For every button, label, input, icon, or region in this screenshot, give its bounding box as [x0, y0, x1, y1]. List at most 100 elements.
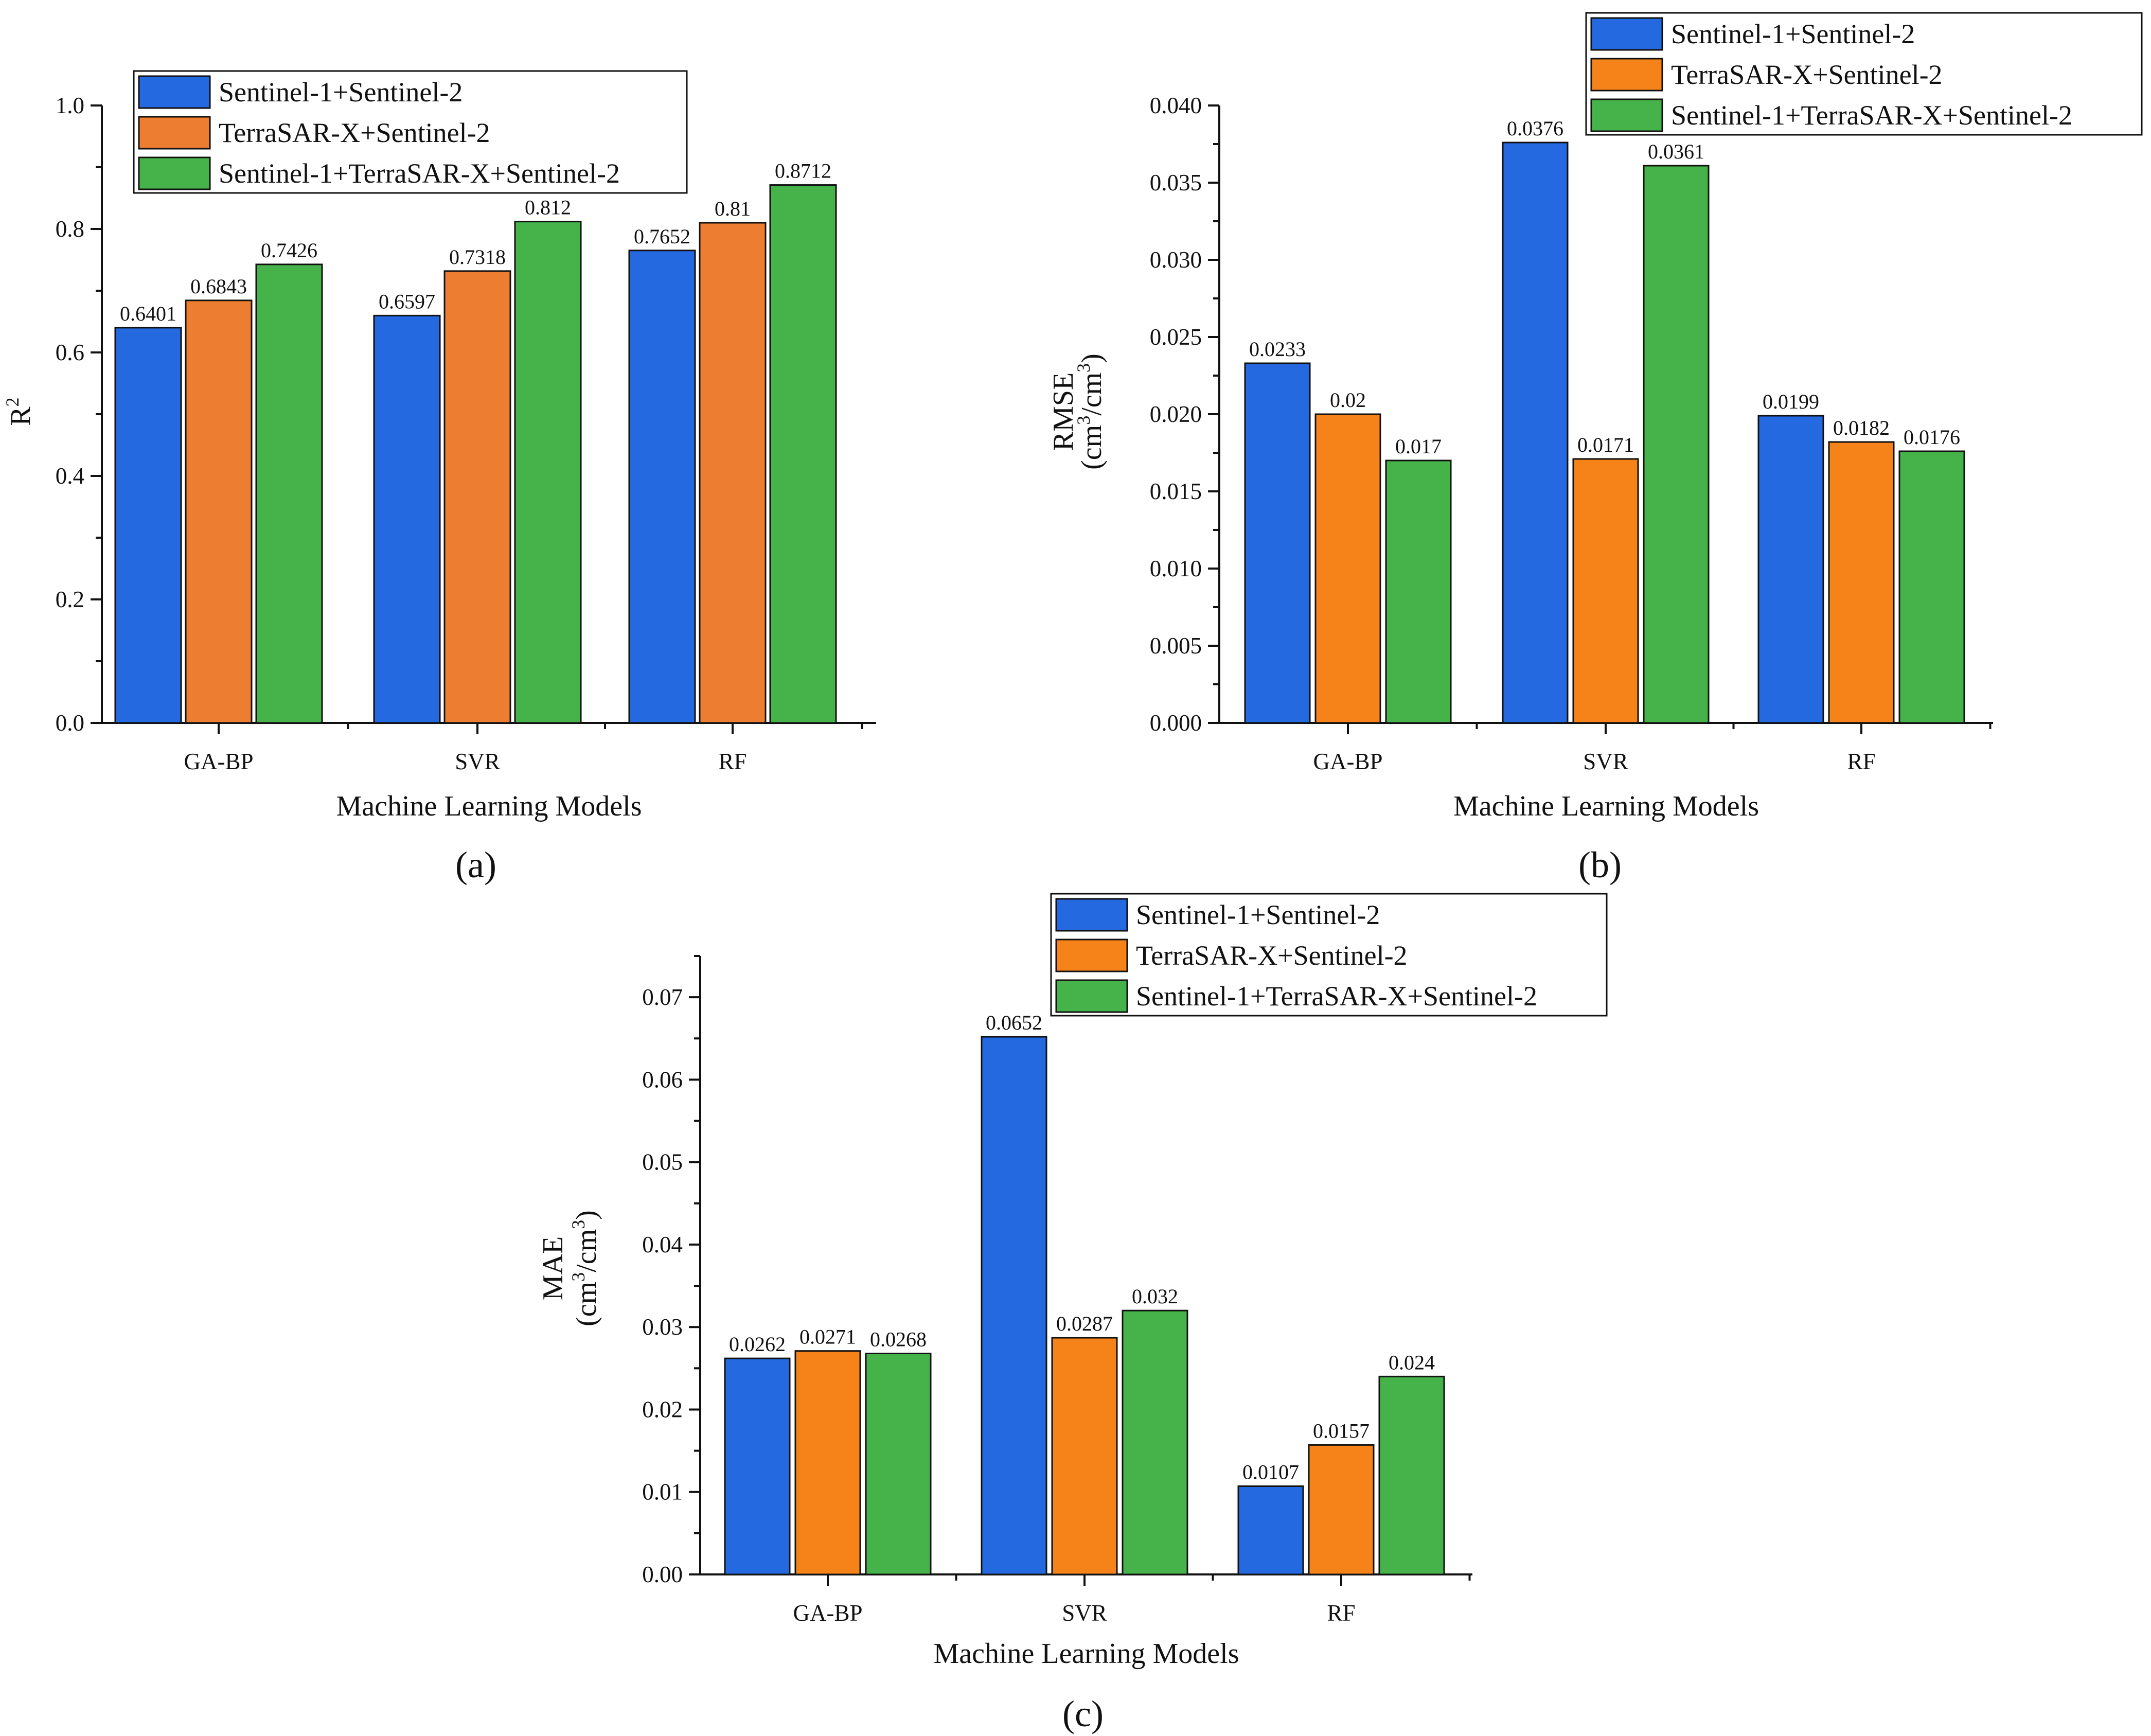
legend-label: Sentinel-1+Sentinel-2	[1136, 899, 1380, 930]
legend-label: Sentinel-1+TerraSAR-X+Sentinel-2	[1136, 981, 1537, 1012]
x-tick-label: GA-BP	[793, 1600, 862, 1626]
bar-value-label: 0.0262	[729, 1333, 786, 1356]
x-tick-label: SVR	[1062, 1600, 1107, 1626]
y-tick-label: 0.05	[642, 1149, 683, 1175]
y-tick-label: 0.035	[1150, 170, 1202, 196]
y-tick-label: 0.040	[1150, 93, 1202, 118]
unit-superscript: 3	[1073, 416, 1094, 425]
bar-svr-series-1	[981, 1036, 1047, 1575]
unit-part: /cm	[571, 1229, 602, 1272]
unit-superscript: 3	[568, 1272, 589, 1282]
bar-value-label: 0.0268	[870, 1327, 927, 1351]
x-tick-label: RF	[718, 749, 746, 774]
legend-box	[133, 70, 688, 194]
bar-value-label: 0.032	[1132, 1285, 1178, 1308]
bar-value-label: 0.7426	[261, 239, 317, 262]
bar-svr-series-3	[1122, 1309, 1188, 1575]
bar-value-label: 0.812	[525, 196, 571, 219]
y-tick-label: 0.6	[56, 340, 84, 365]
x-tick-label: RF	[1327, 1600, 1355, 1626]
bar-ga-bp-series-2	[185, 299, 253, 724]
y-tick-label: 0.06	[642, 1067, 683, 1092]
unit-part: /cm	[1076, 373, 1108, 416]
y-tick-label: 0.03	[642, 1314, 683, 1340]
bar-value-label: 0.0182	[1833, 416, 1890, 439]
legend-swatch-series-2	[1055, 938, 1128, 972]
chart-panel-c: 0.00 0.01 0.02 0.03 0.04 0.05 0.06 0.07 GA-BP SVR…	[537, 893, 1608, 1734]
bar-value-label: 0.6401	[120, 302, 176, 325]
legend-swatch-series-2	[1590, 58, 1663, 92]
y-tick-label: 0.020	[1150, 401, 1202, 427]
legend-box	[1585, 12, 2143, 136]
unit-superscript: 3	[1073, 363, 1094, 373]
legend-swatch-series-2	[138, 116, 211, 150]
y-axis-title: R2	[2, 397, 37, 426]
bar-value-label: 0.8712	[775, 160, 831, 183]
legend-swatch-series-1	[1590, 17, 1663, 51]
bar-value-label: 0.0361	[1648, 140, 1704, 163]
legend-swatch-series-1	[1055, 898, 1128, 932]
panel-label: (a)	[455, 844, 496, 885]
legend-label: Sentinel-1+TerraSAR-X+Sentinel-2	[1671, 100, 2072, 131]
unit-part: (cm	[571, 1282, 602, 1326]
unit-part: (cm	[1076, 425, 1108, 470]
bar-ga-bp-series-1	[724, 1357, 791, 1575]
y-tick-label: 0.015	[1150, 479, 1202, 504]
legend: Sentinel-1+Sentinel-2 TerraSAR-X+Sentinel…	[1585, 12, 2143, 136]
bar-rf-series-2	[1308, 1444, 1375, 1575]
y-axis-title-text: MAE	[537, 1236, 569, 1300]
bar-svr-series-3	[1643, 165, 1710, 724]
x-axis-title: Machine Learning Models	[933, 1638, 1239, 1670]
x-tick-label: RF	[1847, 749, 1875, 774]
legend-swatch-series-3	[1055, 979, 1128, 1013]
x-tick-label: GA-BP	[1313, 749, 1382, 774]
x-tick-label: SVR	[1583, 749, 1628, 774]
panel-label: (b)	[1578, 844, 1622, 885]
bar-value-label: 0.017	[1395, 435, 1442, 458]
bar-value-label: 0.0233	[1249, 338, 1306, 361]
legend-swatch-series-3	[1590, 98, 1663, 132]
bar-value-label: 0.024	[1389, 1351, 1435, 1374]
legend-label: Sentinel-1+Sentinel-2	[1671, 19, 1915, 49]
y-tick-label: 0.04	[642, 1232, 683, 1257]
bar-value-label: 0.0271	[799, 1325, 856, 1349]
bar-value-label: 0.0176	[1904, 426, 1960, 449]
legend-label: Sentinel-1+TerraSAR-X+Sentinel-2	[219, 158, 620, 189]
bar-rf-series-1	[628, 250, 696, 724]
bar-value-label: 0.7318	[449, 245, 506, 269]
bar-svr-series-2	[1572, 458, 1639, 724]
bar-value-label: 0.6597	[379, 290, 435, 313]
bar-value-label: 0.0171	[1577, 433, 1634, 456]
x-axis-title: Machine Learning Models	[336, 790, 642, 822]
x-tick-label: GA-BP	[184, 749, 253, 774]
bar-svr-series-3	[514, 221, 582, 724]
legend-swatch-series-3	[138, 156, 211, 190]
y-tick-label: 0.07	[642, 984, 683, 1010]
bar-value-label: 0.0199	[1763, 390, 1819, 413]
y-axis-unit: (cm3/cm3)	[1073, 353, 1108, 470]
bar-value-label: 0.0157	[1313, 1419, 1370, 1442]
bar-rf-series-2	[699, 222, 767, 724]
legend-label: TerraSAR-X+Sentinel-2	[1671, 59, 1943, 90]
y-tick-label: 0.000	[1150, 710, 1202, 736]
y-axis-title-superscript: 2	[2, 397, 23, 406]
bar-rf-series-1	[1237, 1485, 1304, 1575]
bar-rf-series-3	[1898, 450, 1965, 724]
bar-rf-series-2	[1828, 441, 1895, 724]
bar-value-label: 0.0287	[1056, 1312, 1113, 1335]
bar-value-label: 0.02	[1330, 388, 1366, 412]
bar-value-label: 0.0652	[986, 1011, 1042, 1034]
unit-part: )	[1076, 353, 1108, 363]
chart-panel-a: 0.0 0.2 0.4 0.6 0.8 1.0 GA-BP SVR RF 0.6401 0.6597…	[2, 70, 876, 885]
unit-part: )	[571, 1210, 602, 1220]
legend: Sentinel-1+Sentinel-2 TerraSAR-X+Sentinel…	[133, 70, 688, 194]
chart-panel-b: 0.000 0.005 0.010 0.015 0.020 0.025 0.030 0.035…	[1047, 12, 2143, 885]
x-tick-label: SVR	[455, 749, 500, 774]
panel-label: (c)	[1062, 1693, 1104, 1734]
bar-value-label: 0.81	[715, 197, 751, 220]
y-tick-label: 0.0	[56, 710, 84, 736]
bar-ga-bp-series-3	[865, 1352, 932, 1575]
y-tick-label: 0.010	[1150, 556, 1202, 581]
bar-ga-bp-series-2	[794, 1350, 861, 1575]
